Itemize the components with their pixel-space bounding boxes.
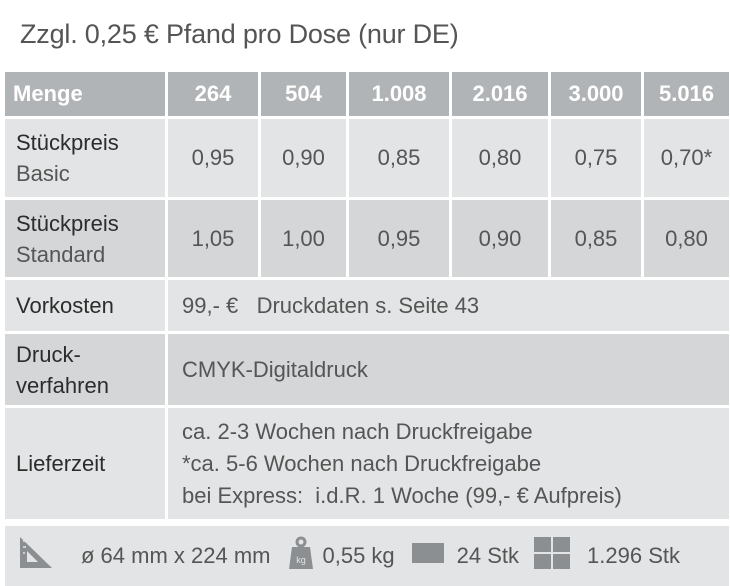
price-cell: 1,00 [261,200,346,277]
product-specs-bar: ø 64 mm x 224 mm kg 0,55 kg 24 Stk 1.296… [5,526,729,586]
setup-cost-value: 99,- € Druckdaten s. Seite 43 [168,280,729,331]
weight-icon-label: kg [297,555,307,565]
weight-icon: kg [288,536,314,576]
quantity-header-cell: 264 [168,72,258,116]
pallet-icon [533,536,571,576]
quantity-header-cell: 2.016 [452,72,548,116]
price-cell: 0,70* [644,119,729,197]
printing-method-label: Druck- verfahren [5,334,165,405]
row-label-main: Stückpreis [16,210,119,236]
quantity-header-cell: 504 [261,72,346,116]
standard-price-row: Stückpreis Standard 1,05 1,00 0,95 0,90 … [5,200,729,277]
can-dimensions: ø 64 mm x 224 mm [81,543,271,568]
price-cell: 0,85 [551,200,641,277]
delivery-line: ca. 2-3 Wochen nach Druckfreigabe [182,418,533,444]
quantity-header-cell: 1.008 [349,72,449,116]
delivery-line: bei Express: i.d.R. 1 Woche (99,- € Aufp… [182,482,622,508]
package-icon [411,541,445,571]
setup-cost-label: Vorkosten [5,280,165,331]
row-label-main: Stückpreis [16,130,119,155]
quantity-header-cell: 3.000 [551,72,641,116]
quantity-header-row: Menge 264 504 1.008 2.016 3.000 5.016 [5,72,729,116]
printing-method-value: CMYK-Digitaldruck [168,334,729,405]
price-table: Menge 264 504 1.008 2.016 3.000 5.016 St… [2,69,730,522]
basic-price-label: Stückpreis Basic [5,119,165,197]
price-cell: 0,80 [644,200,729,277]
price-cell: 1,05 [168,200,258,277]
price-cell: 0,90 [261,119,346,197]
set-square-icon [17,535,55,577]
basic-price-row: Stückpreis Basic 0,95 0,90 0,85 0,80 0,7… [5,119,729,197]
can-weight: 0,55 kg [322,543,395,568]
row-label-sub: Basic [16,161,70,186]
row-label-sub: verfahren [16,372,109,398]
delivery-time-label: Lieferzeit [5,408,165,519]
delivery-time-value: ca. 2-3 Wochen nach Druckfreigabe *ca. 5… [168,408,729,519]
setup-cost-row: Vorkosten 99,- € Druckdaten s. Seite 43 [5,280,729,331]
price-cell: 0,80 [452,119,548,197]
quantity-header-cell: 5.016 [644,72,729,116]
deposit-note: Zzgl. 0,25 € Pfand pro Dose (nur DE) [20,19,459,49]
pallet-size: 1.296 Stk [587,543,680,568]
row-label-sub: Standard [16,241,106,267]
standard-price-label: Stückpreis Standard [5,200,165,277]
delivery-line: *ca. 5-6 Wochen nach Druckfreigabe [182,450,542,476]
row-label-main: Druck- [16,341,81,367]
quantity-header-label: Menge [5,72,165,116]
price-cell: 0,90 [452,200,548,277]
delivery-time-row: Lieferzeit ca. 2-3 Wochen nach Druckfrei… [5,408,729,519]
price-cell: 0,75 [551,119,641,197]
pack-size: 24 Stk [456,543,520,568]
price-cell: 0,85 [349,119,449,197]
price-cell: 0,95 [349,200,449,277]
printing-method-row: Druck- verfahren CMYK-Digitaldruck [5,334,729,405]
price-cell: 0,95 [168,119,258,197]
